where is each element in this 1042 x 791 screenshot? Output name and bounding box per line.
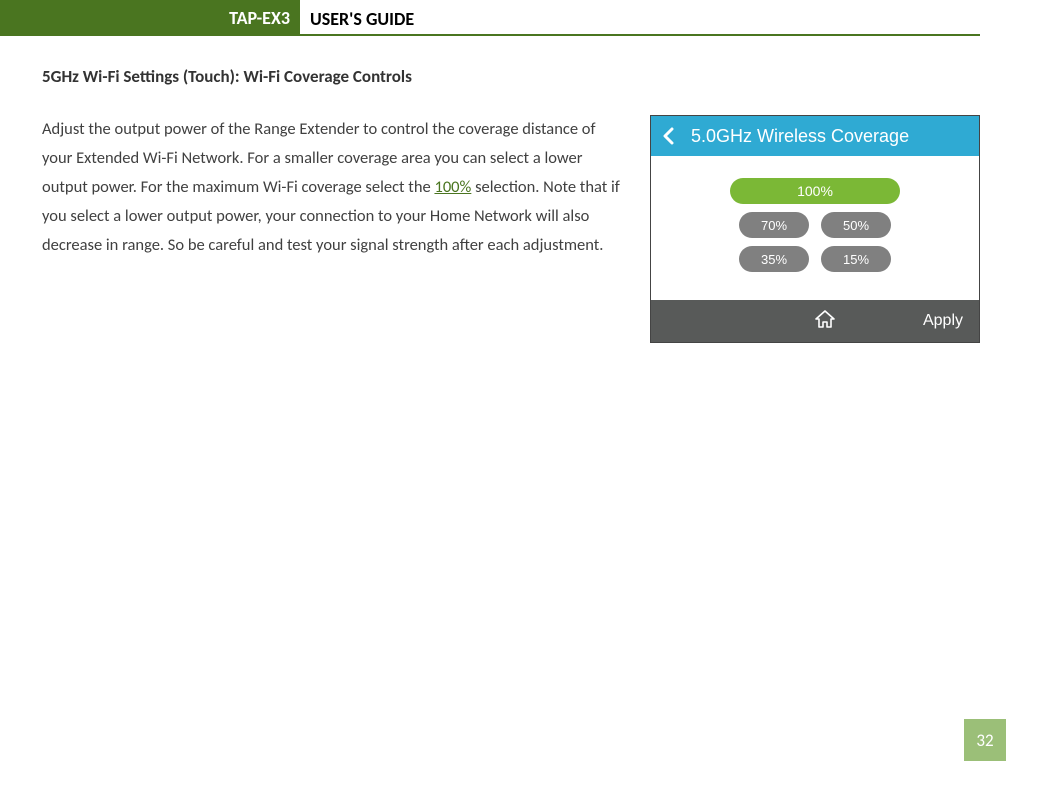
device-footer: Apply bbox=[651, 300, 979, 342]
page-number: 32 bbox=[976, 730, 993, 751]
back-icon[interactable] bbox=[657, 125, 679, 147]
doc-title: USER'S GUIDE bbox=[300, 8, 414, 34]
doc-header: TAP-EX3 USER'S GUIDE bbox=[0, 0, 980, 36]
section-title: 5GHz Wi-Fi Settings (Touch): Wi-Fi Cover… bbox=[42, 66, 1042, 87]
home-icon[interactable] bbox=[814, 309, 836, 334]
device-panel: 5.0GHz Wireless Coverage 100% 70% 50% 35… bbox=[650, 115, 980, 343]
coverage-option-selected[interactable]: 100% bbox=[730, 178, 900, 204]
coverage-option-15[interactable]: 15% bbox=[821, 246, 891, 272]
section-prefix: 5GHz bbox=[42, 66, 79, 87]
device-header: 5.0GHz Wireless Coverage bbox=[651, 116, 979, 156]
apply-button[interactable]: Apply bbox=[923, 312, 963, 330]
device-body: 100% 70% 50% 35% 15% bbox=[651, 156, 979, 300]
product-badge: TAP-EX3 bbox=[0, 0, 300, 34]
coverage-option-70[interactable]: 70% bbox=[739, 212, 809, 238]
coverage-row-2: 35% 15% bbox=[739, 246, 891, 272]
page-number-badge: 32 bbox=[964, 719, 1006, 761]
coverage-option-50[interactable]: 50% bbox=[821, 212, 891, 238]
section-rest: Wi-Fi Settings (Touch): Wi-Fi Coverage C… bbox=[79, 66, 412, 87]
device-header-title: 5.0GHz Wireless Coverage bbox=[691, 126, 909, 147]
body-text: Adjust the output power of the Range Ext… bbox=[42, 115, 628, 259]
product-name: TAP-EX3 bbox=[229, 7, 290, 29]
coverage-row-1: 70% 50% bbox=[739, 212, 891, 238]
coverage-option-35[interactable]: 35% bbox=[739, 246, 809, 272]
body-link: 100% bbox=[434, 177, 471, 197]
content-row: Adjust the output power of the Range Ext… bbox=[42, 115, 980, 343]
